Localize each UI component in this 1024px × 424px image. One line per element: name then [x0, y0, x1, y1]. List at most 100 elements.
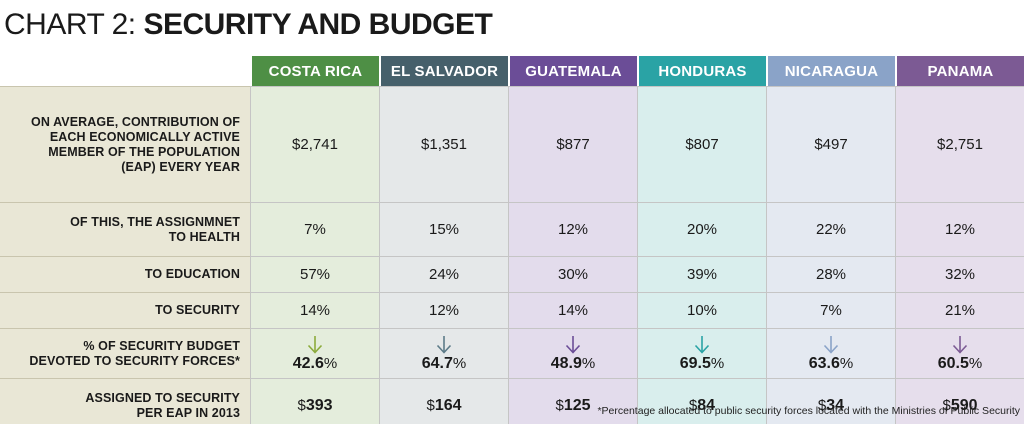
value: 30% [557, 266, 589, 283]
value: $1,351 [421, 136, 467, 153]
row-label: ASSIGNED TO SECURITY PER EAP IN 2013 [0, 378, 250, 424]
value-bold: 64.7 [421, 354, 453, 372]
column-header-panama: PANAMA [895, 56, 1024, 86]
cell-nicaragua: 22% [766, 202, 895, 256]
column-header-costa-rica: COSTA RICA [250, 56, 379, 86]
chart-title-main: SECURITY AND BUDGET [143, 8, 493, 41]
value: 14% [299, 302, 331, 319]
value: 12% [557, 221, 589, 238]
cell-costa-rica: 42.6% [250, 328, 379, 378]
cell-nicaragua: 7% [766, 292, 895, 328]
value: 10% [686, 302, 718, 319]
value: 14% [557, 302, 589, 319]
header-corner [0, 56, 250, 86]
cell-panama: 32% [895, 256, 1024, 292]
column-header-el-salvador: EL SALVADOR [379, 56, 508, 86]
cell-panama: $2,751 [895, 86, 1024, 202]
footnote: *Percentage allocated to public security… [597, 405, 1020, 417]
row-label-line: OF THIS, THE ASSIGNMNET [70, 214, 240, 229]
row-security: TO SECURITY 14% 12% 14% 10% 7% 21% [0, 292, 1024, 328]
row-label: TO EDUCATION [0, 256, 250, 292]
row-label: ON AVERAGE, CONTRIBUTION OF EACH ECONOMIC… [0, 86, 250, 202]
value-prefix: $ [688, 397, 698, 414]
value: 32% [944, 266, 976, 283]
value-bold: 164 [434, 397, 462, 414]
row-label-line: (EAP) EVERY YEAR [121, 159, 240, 174]
row-label: TO SECURITY [0, 292, 250, 328]
cell-nicaragua: $34 [766, 378, 895, 424]
down-arrow-icon [436, 335, 452, 355]
value: 20% [686, 221, 718, 238]
cell-el-salvador: 12% [379, 292, 508, 328]
value: $2,751 [937, 136, 983, 153]
cell-el-salvador: 24% [379, 256, 508, 292]
value-bold: 48.9 [550, 354, 582, 372]
value: 7% [820, 302, 842, 319]
row-label-line: TO SECURITY [155, 303, 240, 317]
value-bold: 84 [697, 397, 716, 414]
cell-costa-rica: 7% [250, 202, 379, 256]
cell-guatemala: 30% [508, 256, 637, 292]
cell-el-salvador: 64.7% [379, 328, 508, 378]
row-contribution-per-eap: ON AVERAGE, CONTRIBUTION OF EACH ECONOMIC… [0, 86, 1024, 202]
cell-costa-rica: 57% [250, 256, 379, 292]
row-health: OF THIS, THE ASSIGNMNET TO HEALTH 7% 15% 12%… [0, 202, 1024, 256]
value-bold: 42.6 [292, 354, 324, 372]
cell-guatemala: 48.9% [508, 328, 637, 378]
value-suffix: % [839, 354, 854, 372]
cell-guatemala: $125 [508, 378, 637, 424]
row-label-line: ON AVERAGE, CONTRIBUTION OF [31, 114, 240, 129]
row-label-line: MEMBER OF THE POPULATION [48, 144, 240, 159]
down-arrow-icon [694, 335, 710, 355]
security-budget-table: COSTA RICA EL SALVADOR GUATEMALA HONDURA… [0, 56, 1024, 424]
row-label-line: % OF SECURITY BUDGET [83, 338, 240, 353]
row-education: TO EDUCATION 57% 24% 30% 39% 28% 32% [0, 256, 1024, 292]
value-suffix: % [452, 354, 467, 372]
chart-title: CHART 2: SECURITY AND BUDGET [4, 4, 493, 46]
value-bold: 34 [826, 397, 845, 414]
cell-honduras: $84 [637, 378, 766, 424]
value-bold: 69.5 [679, 354, 711, 372]
value: 24% [428, 266, 460, 283]
cell-guatemala: 14% [508, 292, 637, 328]
down-arrow-icon [952, 335, 968, 355]
down-arrow-icon [823, 335, 839, 355]
value: 21% [944, 302, 976, 319]
value: $877 [556, 136, 590, 153]
value-bold: 590 [950, 397, 978, 414]
column-header-honduras: HONDURAS [637, 56, 766, 86]
value-bold: 125 [563, 397, 591, 414]
cell-honduras: 69.5% [637, 328, 766, 378]
header-row: COSTA RICA EL SALVADOR GUATEMALA HONDURA… [0, 56, 1024, 86]
row-label: OF THIS, THE ASSIGNMNET TO HEALTH [0, 202, 250, 256]
row-security-forces-share: % OF SECURITY BUDGET DEVOTED TO SECURITY … [0, 328, 1024, 378]
cell-panama: 60.5% [895, 328, 1024, 378]
value: 15% [428, 221, 460, 238]
row-label-line: TO EDUCATION [144, 267, 240, 281]
value: 7% [304, 221, 326, 238]
value: 12% [428, 302, 460, 319]
cell-honduras: 39% [637, 256, 766, 292]
value: 22% [815, 221, 847, 238]
value-suffix: % [710, 354, 725, 372]
value-prefix: $ [297, 397, 306, 414]
cell-nicaragua: 28% [766, 256, 895, 292]
value: 28% [815, 266, 847, 283]
down-arrow-icon [565, 335, 581, 355]
value-prefix: $ [426, 397, 435, 414]
value-suffix: % [323, 354, 338, 372]
value-bold: 60.5 [937, 354, 969, 372]
value: $497 [814, 136, 848, 153]
cell-panama: 21% [895, 292, 1024, 328]
value: 57% [299, 266, 331, 283]
row-label-line: DEVOTED TO SECURITY FORCES* [29, 353, 240, 368]
cell-nicaragua: $497 [766, 86, 895, 202]
cell-el-salvador: $1,351 [379, 86, 508, 202]
down-arrow-icon [307, 335, 323, 355]
value: 39% [686, 266, 718, 283]
cell-honduras: 10% [637, 292, 766, 328]
row-label-line: ASSIGNED TO SECURITY [85, 391, 240, 405]
cell-panama: 12% [895, 202, 1024, 256]
cell-costa-rica: 14% [250, 292, 379, 328]
cell-costa-rica: $2,741 [250, 86, 379, 202]
